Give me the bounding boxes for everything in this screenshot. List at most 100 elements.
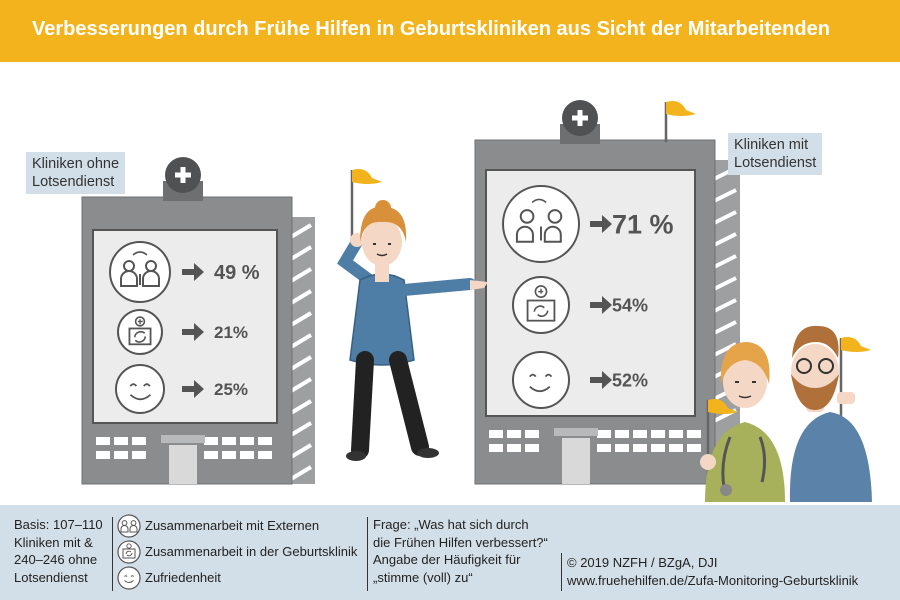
wing-stripe xyxy=(289,267,313,283)
arrow-right-icon xyxy=(590,215,612,233)
question-line-1: Frage: „Was hat sich durch xyxy=(373,517,529,532)
arrow-right-icon xyxy=(182,263,204,281)
wing-stripe xyxy=(289,223,313,239)
wing-stripe xyxy=(711,276,737,292)
legend-item-externen: Zusammenarbeit mit Externen xyxy=(116,513,357,539)
window xyxy=(687,430,701,438)
hair xyxy=(792,325,839,358)
smiley-icon xyxy=(117,566,141,590)
wing-stripe xyxy=(289,377,313,393)
hair xyxy=(360,206,407,242)
nurse-figure xyxy=(700,342,785,502)
wing-stripe xyxy=(289,245,313,261)
person-head xyxy=(519,209,535,224)
legend-label-zufriedenheit: Zufriedenheit xyxy=(145,570,221,586)
window xyxy=(525,444,539,452)
window xyxy=(633,444,647,452)
legs xyxy=(351,351,429,459)
window xyxy=(258,437,272,445)
cycle-arrows xyxy=(533,305,549,317)
wing-stripe xyxy=(289,421,313,437)
basis-line-2: Kliniken mit & xyxy=(14,534,93,550)
footer-divider xyxy=(367,517,368,591)
flag-cloth xyxy=(666,101,696,116)
window xyxy=(525,430,539,438)
thumb-right xyxy=(837,392,855,404)
arrow-right-icon xyxy=(182,380,204,398)
man-shirt xyxy=(789,412,872,502)
glasses-left xyxy=(796,358,812,374)
stat-value: 54% xyxy=(612,295,648,315)
window xyxy=(132,437,146,445)
source-url: www.fruehehilfen.de/Zufa-Monitoring-Gebu… xyxy=(567,572,859,588)
mouth xyxy=(376,253,388,257)
flag-cloth xyxy=(352,169,382,184)
door-canopy xyxy=(161,435,205,443)
smiley-eyes xyxy=(129,383,151,387)
building-without-lotsendienst: 49 % 21% 25% xyxy=(81,157,315,485)
label-without-lotsendienst: Kliniken ohne Lotsendienst xyxy=(26,152,126,194)
window xyxy=(669,430,683,438)
window xyxy=(222,451,236,459)
smiley-icon xyxy=(115,364,165,414)
woman-pointing-figure xyxy=(337,169,488,461)
clinic-frame xyxy=(128,327,152,346)
door xyxy=(169,445,197,484)
stat-value: 52% xyxy=(612,370,648,390)
window xyxy=(651,444,665,452)
header-bar: Verbesserungen durch Frühe Hilfen in Geb… xyxy=(0,0,900,62)
wing-stripe xyxy=(711,342,737,358)
window xyxy=(258,451,272,459)
smiley-mouth xyxy=(129,394,152,401)
question-line-4: „stimme (voll) zu“ xyxy=(373,569,473,585)
exchange-arrow xyxy=(132,251,148,256)
cross-symbol xyxy=(572,110,588,126)
footer-basis: Basis: 107–110 Kliniken mit & 240–246 oh… xyxy=(14,516,103,586)
clinic-frame xyxy=(526,299,556,322)
cross-circle xyxy=(534,285,548,298)
person-body xyxy=(543,225,562,243)
window xyxy=(489,430,503,438)
person-body xyxy=(142,270,160,287)
window xyxy=(651,430,665,438)
window xyxy=(687,444,701,452)
stat-value: 49 % xyxy=(214,262,260,284)
shoe xyxy=(346,451,366,461)
legend-item-geburtsklinik: Zusammenarbeit in der Geburtsklinik xyxy=(116,539,357,565)
cross-symbol xyxy=(175,167,191,183)
flag-cloth xyxy=(708,399,738,414)
label-without-line-1: Kliniken ohne xyxy=(32,156,120,172)
person-body xyxy=(120,270,138,287)
infographic-scene: 49 % 21% 25% 71 % 54% 52% xyxy=(81,100,872,502)
window xyxy=(204,451,218,459)
window xyxy=(615,444,629,452)
basis-line-3: 240–246 ohne xyxy=(14,552,98,567)
legend-label-externen: Zusammenarbeit mit Externen xyxy=(145,518,320,534)
window xyxy=(597,430,611,438)
stat-value: 25% xyxy=(214,380,248,399)
footer-credit: © 2019 NZFH / BZgA, DJI www.fruehehilfen… xyxy=(567,554,858,589)
stat-value: 71 % xyxy=(612,210,674,240)
beard xyxy=(791,374,839,410)
cross-circle xyxy=(134,316,146,327)
person-head xyxy=(547,209,563,224)
label-with-line-2: Lotsendienst xyxy=(734,155,817,171)
wing-stripe xyxy=(711,254,737,270)
wing-stripe xyxy=(289,289,313,305)
neck xyxy=(375,264,389,282)
stethoscope xyxy=(721,436,767,488)
wing-stripe xyxy=(711,320,737,336)
stethoscope-chest-piece xyxy=(720,484,732,496)
door-canopy xyxy=(554,428,598,436)
wing-stripe xyxy=(289,443,313,459)
window xyxy=(132,451,146,459)
cross-mark xyxy=(137,319,143,325)
door xyxy=(562,438,590,484)
wing-stripe xyxy=(711,210,737,226)
window xyxy=(204,437,218,445)
arrow-right-icon xyxy=(182,323,204,341)
basis-line-1: Basis: 107–110 xyxy=(14,517,103,532)
building-with-lotsendienst: 71 % 54% 52% xyxy=(474,100,740,485)
window xyxy=(507,444,521,452)
window xyxy=(96,437,110,445)
